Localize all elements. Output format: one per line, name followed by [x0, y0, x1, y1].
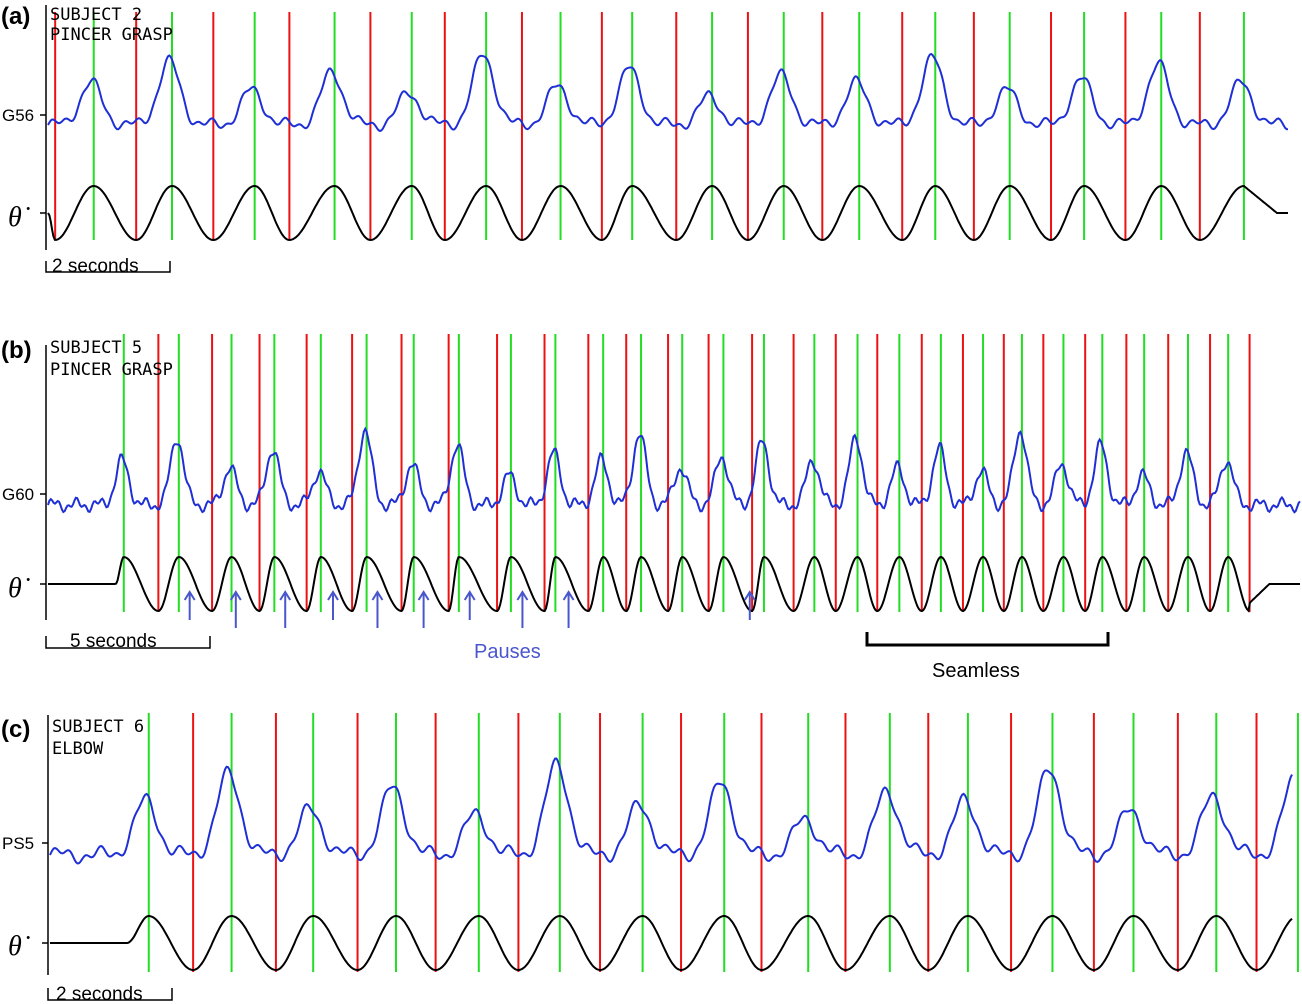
panel-b-title-line-2: PINCER GRASP	[50, 360, 173, 380]
panel-c-emg-trace	[49, 757, 1293, 865]
pause-arrow-icon	[229, 590, 242, 628]
panel-b-velocity-label: θ̇	[8, 573, 30, 604]
panel-b-markers	[122, 334, 1251, 612]
pause-arrow-icon	[562, 590, 575, 628]
panel-b: (b) SUBJECT 5 PINCER GRASP G60 θ̇ Pauses…	[1, 334, 1301, 682]
panel-b-scale-bar: 5 seconds	[45, 631, 211, 652]
panel-a-emg-label: G56	[2, 106, 34, 125]
panel-a-markers	[54, 12, 1245, 240]
pause-arrow-icon	[463, 590, 476, 620]
pause-arrow-icon	[743, 590, 756, 620]
panel-c-velocity-trace	[50, 914, 1293, 972]
seamless-label: Seamless	[932, 660, 1020, 682]
panel-a-title-line-1: SUBJECT 2	[50, 5, 142, 25]
panel-b-emg-trace	[47, 426, 1301, 514]
panel-a-emg-trace	[47, 52, 1289, 133]
panel-a-scale-bar: 2 seconds	[45, 256, 171, 277]
pause-arrow-icon	[516, 590, 529, 628]
panel-c-label: (c)	[1, 716, 30, 743]
panel-a-label: (a)	[1, 3, 30, 30]
panel-a-velocity-label: θ̇	[8, 202, 30, 233]
panel-b-pause-arrows	[183, 590, 756, 628]
pauses-label: Pauses	[474, 641, 541, 663]
panel-a-title-line-2: PINCER GRASP	[50, 25, 173, 45]
pause-arrow-icon	[417, 590, 430, 628]
panel-a: (a) SUBJECT 2 PINCER GRASP G56 θ̇ 2 seco…	[1, 3, 1289, 277]
panel-b-title-line-1: SUBJECT 5	[50, 338, 142, 358]
panel-b-scale-bar-label: 5 seconds	[70, 631, 157, 652]
panel-c-markers	[147, 713, 1299, 972]
panel-c-title-line-1: SUBJECT 6	[52, 717, 144, 737]
seamless-bracket: Seamless	[865, 632, 1110, 682]
panel-c-scale-bar-label: 2 seconds	[56, 984, 143, 1004]
pause-arrow-icon	[327, 590, 339, 620]
pause-arrow-icon	[279, 590, 292, 628]
panel-b-velocity-trace	[48, 555, 1300, 613]
panel-c: (c) SUBJECT 6 ELBOW PS5 θ̇ 2 seconds	[1, 713, 1299, 1004]
panel-c-title-line-2: ELBOW	[52, 739, 104, 759]
panel-b-label: (b)	[1, 337, 32, 364]
panel-b-emg-label: G60	[2, 485, 34, 504]
panel-c-scale-bar: 2 seconds	[47, 984, 173, 1004]
panel-c-velocity-label: θ̇	[8, 931, 30, 962]
pause-arrow-icon	[371, 590, 384, 628]
panel-a-scale-bar-label: 2 seconds	[52, 256, 139, 277]
panel-c-emg-label: PS5	[2, 834, 34, 853]
pause-arrow-icon	[183, 590, 196, 620]
panel-a-velocity-trace	[47, 184, 1288, 242]
